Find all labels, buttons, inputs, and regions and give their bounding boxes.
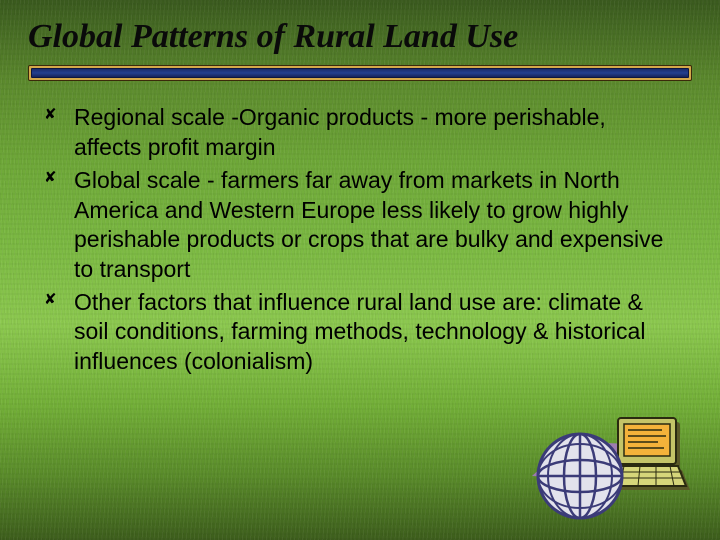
divider-inner <box>31 68 689 78</box>
bullet-text: Global scale - farmers far away from mar… <box>74 167 663 281</box>
bullet-item: Other factors that influence rural land … <box>44 288 678 376</box>
clipart-svg <box>522 398 692 526</box>
slide-title: Global Patterns of Rural Land Use <box>28 18 692 55</box>
bullet-text: Regional scale -Organic products - more … <box>74 104 606 159</box>
bullet-item: Global scale - farmers far away from mar… <box>44 166 678 284</box>
slide: Global Patterns of Rural Land Use Region… <box>0 0 720 540</box>
globe-computer-icon <box>522 398 692 526</box>
globe-icon <box>538 434 622 518</box>
bullet-list: Regional scale -Organic products - more … <box>28 103 692 376</box>
bullet-item: Regional scale -Organic products - more … <box>44 103 678 162</box>
divider-outer <box>28 65 692 81</box>
title-divider <box>28 65 692 81</box>
bullet-text: Other factors that influence rural land … <box>74 289 645 374</box>
